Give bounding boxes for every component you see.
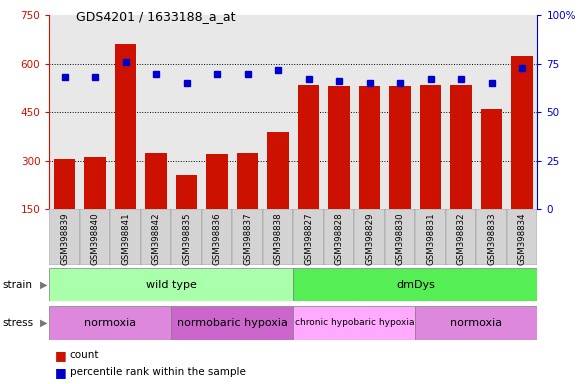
Bar xyxy=(49,306,171,340)
Text: GSM398832: GSM398832 xyxy=(457,212,465,265)
Text: GSM398829: GSM398829 xyxy=(365,212,374,265)
Bar xyxy=(115,45,137,209)
Bar xyxy=(507,209,537,265)
Text: GSM398833: GSM398833 xyxy=(487,212,496,265)
Bar xyxy=(80,209,110,265)
Bar xyxy=(49,268,293,301)
Text: GSM398836: GSM398836 xyxy=(213,212,221,265)
Text: GSM398840: GSM398840 xyxy=(91,212,99,265)
Text: stress: stress xyxy=(3,318,34,328)
Text: wild type: wild type xyxy=(146,280,197,290)
Bar xyxy=(420,85,442,209)
Text: GSM398834: GSM398834 xyxy=(518,212,526,265)
Bar xyxy=(206,154,228,209)
Bar xyxy=(84,157,106,209)
Text: GSM398828: GSM398828 xyxy=(335,212,343,265)
Text: GSM398841: GSM398841 xyxy=(121,212,130,265)
Bar xyxy=(511,56,533,209)
Bar xyxy=(232,209,263,265)
Bar xyxy=(293,209,324,265)
Bar xyxy=(415,306,537,340)
Text: strain: strain xyxy=(3,280,33,290)
Text: normoxia: normoxia xyxy=(450,318,503,328)
Text: ▶: ▶ xyxy=(40,318,47,328)
Text: dmDys: dmDys xyxy=(396,280,435,290)
Bar xyxy=(171,209,202,265)
Text: chronic hypobaric hypoxia: chronic hypobaric hypoxia xyxy=(295,318,414,328)
Text: count: count xyxy=(70,350,99,360)
Bar xyxy=(202,209,232,265)
Bar xyxy=(110,209,141,265)
Bar xyxy=(328,86,350,209)
Text: normobaric hypoxia: normobaric hypoxia xyxy=(177,318,288,328)
Text: GSM398838: GSM398838 xyxy=(274,212,282,265)
Text: ▶: ▶ xyxy=(40,280,47,290)
Bar xyxy=(237,153,259,209)
Text: ■: ■ xyxy=(55,349,67,362)
Bar xyxy=(145,153,167,209)
Bar xyxy=(481,109,503,209)
Text: GSM398831: GSM398831 xyxy=(426,212,435,265)
Bar xyxy=(267,132,289,209)
Bar xyxy=(359,86,381,209)
Bar xyxy=(476,209,507,265)
Text: GSM398842: GSM398842 xyxy=(152,212,160,265)
Text: normoxia: normoxia xyxy=(84,318,137,328)
Text: GSM398827: GSM398827 xyxy=(304,212,313,265)
Text: GDS4201 / 1633188_a_at: GDS4201 / 1633188_a_at xyxy=(76,10,235,23)
Bar xyxy=(171,306,293,340)
Bar xyxy=(49,209,80,265)
Text: GSM398839: GSM398839 xyxy=(60,212,69,265)
Bar xyxy=(176,175,198,209)
Bar xyxy=(54,159,76,209)
Bar xyxy=(446,209,476,265)
Text: GSM398830: GSM398830 xyxy=(396,212,404,265)
Bar xyxy=(293,306,415,340)
Bar xyxy=(385,209,415,265)
Text: ■: ■ xyxy=(55,366,67,379)
Bar xyxy=(141,209,171,265)
Bar xyxy=(450,85,472,209)
Text: GSM398835: GSM398835 xyxy=(182,212,191,265)
Bar xyxy=(389,86,411,209)
Bar xyxy=(293,268,537,301)
Bar xyxy=(263,209,293,265)
Bar xyxy=(354,209,385,265)
Bar xyxy=(298,85,320,209)
Text: GSM398837: GSM398837 xyxy=(243,212,252,265)
Bar xyxy=(415,209,446,265)
Bar xyxy=(324,209,354,265)
Text: percentile rank within the sample: percentile rank within the sample xyxy=(70,367,246,377)
